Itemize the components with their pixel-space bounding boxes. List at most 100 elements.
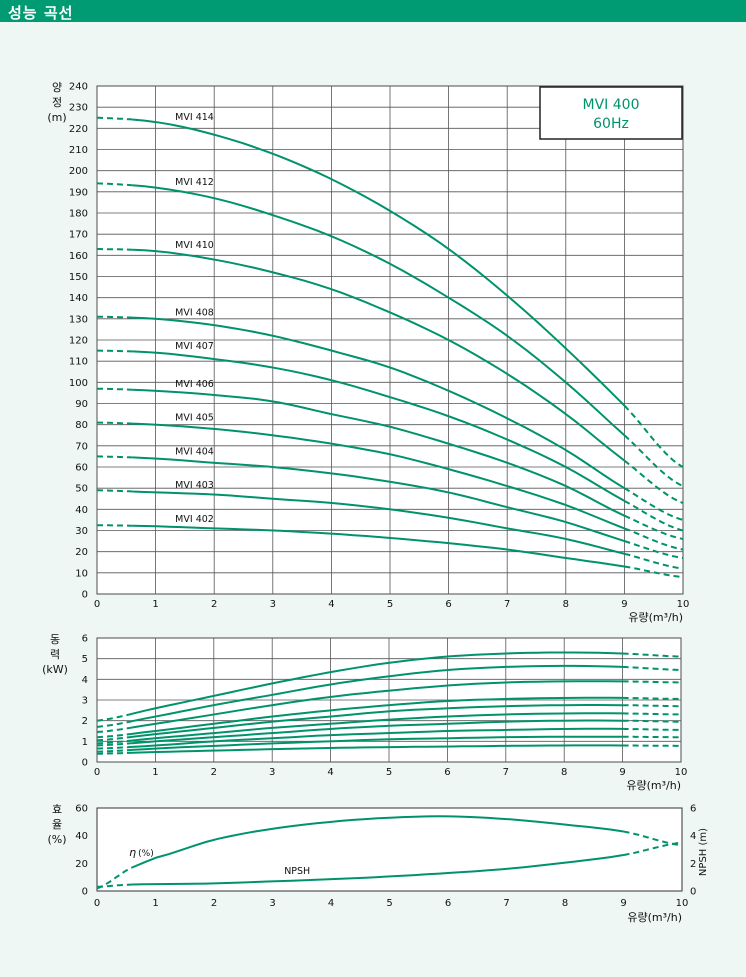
head-curve-2-dashed-start <box>97 248 133 251</box>
head-curve-0-solid <box>132 118 626 407</box>
npsh-curve-solid <box>132 854 624 886</box>
head-curve-7-solid <box>132 456 625 543</box>
head-curve-8-solid <box>132 490 625 555</box>
power-curve-4-solid <box>131 704 623 738</box>
head-curve-5-dashed-end <box>624 514 684 540</box>
y2-axis-label: NPSH (m) <box>698 828 709 876</box>
y-tick-label: 100 <box>69 378 88 389</box>
head-curve-9-solid <box>132 524 625 568</box>
y-tick-label: 90 <box>75 399 88 410</box>
x-tick-label: 5 <box>386 898 392 909</box>
head-curve-1-solid <box>132 184 626 437</box>
power-curve-2-solid <box>131 680 623 729</box>
power-curve-4-dashed-start <box>97 735 133 742</box>
x-tick-label: 7 <box>503 898 509 909</box>
x-tick-label: 2 <box>211 767 217 778</box>
head-curve-2-solid <box>132 248 626 462</box>
y2-tick-label: 6 <box>690 804 696 815</box>
power-curve-3-dashed-start <box>97 732 133 739</box>
power-curve-0-solid <box>131 651 623 715</box>
y-tick-label: 0 <box>82 590 88 601</box>
head-curve-1-dashed-end <box>623 434 684 488</box>
series-label: MVI 402 <box>175 514 214 525</box>
y-tick-label: 50 <box>75 484 88 495</box>
series-label: MVI 404 <box>175 447 214 458</box>
head-curve-3-solid <box>132 316 625 490</box>
x-tick-label: 4 <box>328 898 334 909</box>
power-curve-6-solid <box>131 719 623 745</box>
x-tick-label: 3 <box>270 599 276 610</box>
x-tick-label: 10 <box>677 599 690 610</box>
head-curve-4-solid <box>132 350 625 502</box>
y-tick-label: 160 <box>69 251 88 262</box>
power-curve-6-dashed-start <box>96 742 133 747</box>
x-tick-label: 9 <box>620 898 626 909</box>
y-tick-label: 6 <box>82 634 88 645</box>
x-tick-label: 10 <box>675 767 688 778</box>
y-tick-label: 210 <box>69 145 88 156</box>
y-tick-label: 20 <box>75 547 88 558</box>
y-axis-label: 양 <box>52 81 62 94</box>
head-curve-4-dashed-start <box>97 349 133 353</box>
head-curve-7-dashed-start <box>97 455 133 459</box>
y-tick-label: 240 <box>69 82 88 93</box>
y-tick-label: 30 <box>75 526 88 537</box>
x-tick-label: 4 <box>328 599 334 610</box>
x-axis-label: 유량(m³/h) <box>627 911 682 924</box>
y-tick-label: 130 <box>69 314 88 325</box>
y-tick-label: 40 <box>75 831 88 842</box>
y-tick-label: 60 <box>75 463 88 474</box>
model-frequency: 60Hz <box>593 116 629 132</box>
y-tick-label: 230 <box>69 103 88 114</box>
x-tick-label: 7 <box>503 767 509 778</box>
y-tick-label: 0 <box>82 887 88 898</box>
y-tick-label: 60 <box>75 804 88 815</box>
power-curve-1-dashed-start <box>96 720 133 728</box>
y-tick-label: 120 <box>69 336 88 347</box>
y-tick-label: 40 <box>75 505 88 516</box>
x-tick-label: 8 <box>562 898 568 909</box>
head-curve-5-solid <box>132 388 625 517</box>
head-curve-8-dashed-end <box>624 552 684 570</box>
power-curve-3-solid <box>131 696 623 735</box>
power-curve-5-dashed-start <box>97 739 133 745</box>
y-tick-label: 2 <box>82 716 88 727</box>
head-curve-8-dashed-start <box>97 489 133 493</box>
y2-tick-label: 0 <box>690 887 696 898</box>
y-tick-label: 200 <box>69 166 88 177</box>
power-curve-2-dashed-start <box>97 726 133 733</box>
head-curve-7-dashed-end <box>624 540 684 559</box>
y-tick-label: 1 <box>82 737 88 748</box>
y-tick-label: 220 <box>69 124 88 135</box>
y-axis-label: 효 <box>52 803 62 816</box>
series-label: MVI 406 <box>175 379 214 390</box>
head-curve-5-dashed-start <box>97 387 133 391</box>
y-axis-label: (%) <box>47 833 66 846</box>
head-curve-3-dashed-start <box>97 315 133 319</box>
y-tick-label: 80 <box>75 420 88 431</box>
x-tick-label: 1 <box>152 599 158 610</box>
npsh-curve-dashed-end <box>623 841 683 856</box>
efficiency-curve-solid <box>131 815 624 869</box>
y-tick-label: 190 <box>69 187 88 198</box>
x-tick-label: 1 <box>152 767 158 778</box>
power-chart: 0 1 2 3 4 5 6 7 8 9 10 0 1 2 3 4 5 6 유량(m³/h) 동력 (kW) <box>42 633 687 792</box>
x-tick-label: 6 <box>445 599 451 610</box>
x-tick-label: 6 <box>445 898 451 909</box>
power-curve-5-solid <box>131 712 623 742</box>
power-curve-9-dashed-start <box>97 751 132 755</box>
x-tick-label: 8 <box>561 767 567 778</box>
head-curve-1-dashed-start <box>97 182 133 187</box>
series-label: MVI 407 <box>175 341 214 352</box>
y-tick-label: 3 <box>82 696 88 707</box>
head-curve-4-dashed-end <box>623 500 684 532</box>
y-axis-label: 정 <box>52 96 62 109</box>
power-curve-0-dashed-start <box>96 712 133 722</box>
series-label: MVI 405 <box>175 413 214 424</box>
model-name: MVI 400 <box>583 97 640 113</box>
efficiency-curve-dashed-start <box>96 866 133 890</box>
series-label: MVI 412 <box>175 177 214 188</box>
y-axis-label: (m) <box>47 111 66 124</box>
y-axis-label: 율 <box>52 818 62 831</box>
